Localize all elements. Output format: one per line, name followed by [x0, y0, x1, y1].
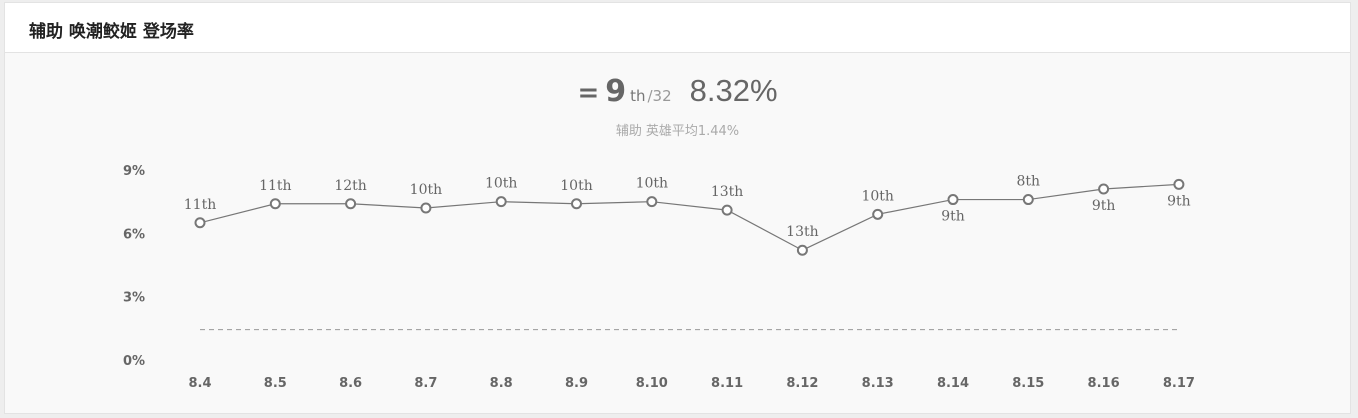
rank-data-label: 9th	[1092, 198, 1116, 214]
data-point	[796, 244, 808, 256]
rank-total: /32	[647, 87, 672, 105]
rank-data-label: 11th	[184, 197, 216, 213]
rank-data-label: 10th	[861, 188, 893, 204]
x-tick-label: 8.5	[264, 376, 287, 391]
x-tick-label: 8.10	[636, 376, 668, 391]
rank-data-label: 10th	[560, 178, 592, 194]
y-tick-label: 0%	[123, 354, 145, 369]
x-tick-label: 8.15	[1012, 376, 1044, 391]
rank-data-label: 12th	[334, 178, 366, 194]
rank-suffix: th	[630, 87, 646, 105]
role-average: 辅助 英雄平均1.44%	[5, 120, 1350, 139]
pick-rate-value: 8.32%	[689, 73, 778, 108]
data-point	[269, 198, 281, 210]
data-point	[1173, 178, 1185, 190]
x-tick-label: 8.8	[490, 376, 513, 391]
rank-data-label: 11th	[259, 178, 291, 194]
rank-data-label: 13th	[711, 184, 743, 200]
x-tick-label: 8.16	[1088, 376, 1120, 391]
trend-equal-icon: =	[577, 78, 600, 108]
role-average-role: 辅助	[615, 124, 642, 139]
data-point	[1098, 183, 1110, 195]
panel-title: 辅助 唤潮鲛姬 登场率	[29, 22, 194, 42]
rank-data-label: 10th	[410, 182, 442, 198]
rank-data-label: 10th	[485, 176, 517, 192]
data-point	[571, 198, 582, 210]
data-point	[194, 217, 206, 229]
data-point	[646, 196, 658, 208]
data-point	[345, 198, 357, 210]
role-average-text: 英雄平均1.44%	[645, 124, 740, 139]
y-tick-label: 6%	[123, 227, 145, 242]
data-point	[495, 196, 507, 208]
x-tick-label: 8.17	[1163, 376, 1195, 391]
rank-data-label: 8th	[1017, 174, 1041, 190]
y-tick-label: 9%	[123, 164, 145, 179]
rank-data-label: 9th	[941, 209, 965, 225]
panel-header: 辅助 唤潮鲛姬 登场率	[5, 3, 1350, 53]
data-point	[420, 202, 432, 214]
x-tick-label: 8.12	[786, 376, 818, 391]
x-tick-label: 8.14	[937, 376, 969, 391]
y-tick-label: 3%	[123, 291, 145, 306]
rank-data-label: 9th	[1167, 193, 1191, 209]
data-point	[721, 204, 733, 216]
data-point	[1022, 194, 1034, 206]
series-line	[199, 183, 1179, 251]
x-tick-label: 8.13	[862, 376, 894, 391]
data-point	[947, 194, 959, 206]
x-tick-label: 8.4	[188, 376, 211, 391]
rank-number: 9	[605, 74, 627, 109]
x-tick-label: 8.6	[339, 376, 362, 391]
rank-data-label: 13th	[786, 224, 818, 240]
data-point	[872, 208, 884, 220]
rank-data-label: 10th	[636, 176, 668, 192]
x-tick-label: 8.7	[414, 376, 437, 391]
x-tick-label: 8.9	[565, 376, 588, 391]
x-tick-label: 8.11	[711, 376, 743, 391]
